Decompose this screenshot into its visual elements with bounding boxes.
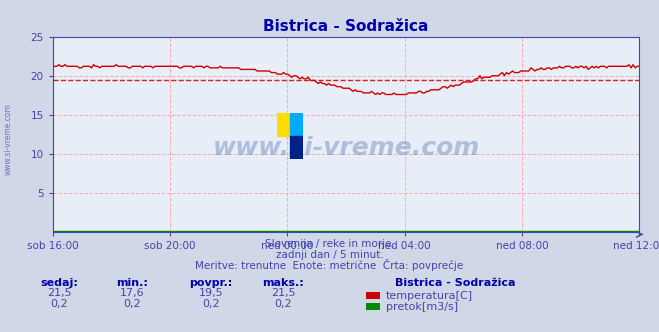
Text: 21,5: 21,5: [47, 288, 72, 298]
Title: Bistrica - Sodražica: Bistrica - Sodražica: [264, 19, 428, 34]
Text: pretok[m3/s]: pretok[m3/s]: [386, 302, 457, 312]
Text: 0,2: 0,2: [123, 299, 140, 309]
Text: 0,2: 0,2: [51, 299, 68, 309]
Bar: [277, 113, 290, 136]
Text: 0,2: 0,2: [275, 299, 292, 309]
Text: 0,2: 0,2: [202, 299, 219, 309]
Text: min.:: min.:: [116, 278, 148, 288]
Text: sedaj:: sedaj:: [40, 278, 78, 288]
Text: maks.:: maks.:: [262, 278, 304, 288]
Text: Bistrica - Sodražica: Bistrica - Sodražica: [395, 278, 516, 288]
Bar: [290, 136, 303, 159]
Text: 19,5: 19,5: [198, 288, 223, 298]
Text: povpr.:: povpr.:: [189, 278, 233, 288]
Text: temperatura[C]: temperatura[C]: [386, 291, 473, 301]
Text: Meritve: trenutne  Enote: metrične  Črta: povprečje: Meritve: trenutne Enote: metrične Črta: …: [195, 259, 464, 271]
Text: Slovenija / reke in morje.: Slovenija / reke in morje.: [264, 239, 395, 249]
Text: www.si-vreme.com: www.si-vreme.com: [3, 104, 13, 175]
Text: 21,5: 21,5: [271, 288, 296, 298]
Bar: [290, 113, 303, 136]
Text: 17,6: 17,6: [119, 288, 144, 298]
Text: zadnji dan / 5 minut.: zadnji dan / 5 minut.: [275, 250, 384, 260]
Text: www.si-vreme.com: www.si-vreme.com: [212, 136, 480, 160]
